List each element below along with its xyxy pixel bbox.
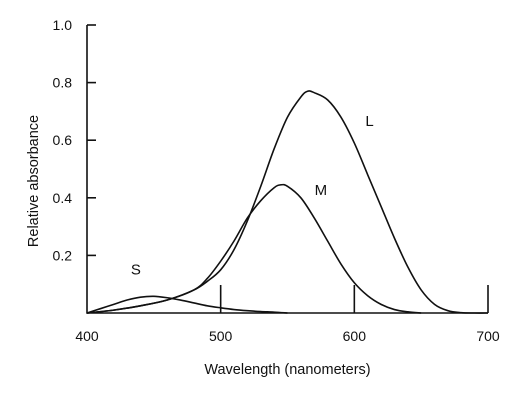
curve-label-s: S bbox=[131, 261, 141, 278]
curve-label-l: L bbox=[365, 113, 373, 130]
y-ticks: 0.2 0.4 0.6 0.8 1.0 bbox=[53, 17, 96, 263]
curve-s bbox=[87, 296, 288, 313]
x-tick-label: 500 bbox=[209, 328, 233, 344]
curves bbox=[87, 91, 488, 313]
x-tick-label: 700 bbox=[476, 328, 500, 344]
x-tick-label: 400 bbox=[75, 328, 99, 344]
x-axis-title: Wavelength (nanometers) bbox=[204, 362, 370, 378]
axis-frame bbox=[87, 25, 488, 313]
y-tick-label: 0.6 bbox=[53, 132, 73, 148]
y-tick-label: 0.4 bbox=[53, 190, 73, 206]
curve-labels: S M L bbox=[131, 113, 374, 278]
curve-l bbox=[87, 91, 488, 313]
x-tick-label: 600 bbox=[343, 328, 367, 344]
curve-label-m: M bbox=[315, 182, 328, 199]
axes bbox=[87, 25, 488, 313]
y-tick-label: 0.2 bbox=[53, 247, 73, 263]
y-tick-label: 1.0 bbox=[53, 17, 73, 33]
y-axis-title: Relative absorbance bbox=[26, 115, 42, 247]
x-ticks: 400 500 600 700 bbox=[75, 285, 500, 344]
y-tick-label: 0.8 bbox=[53, 75, 73, 91]
